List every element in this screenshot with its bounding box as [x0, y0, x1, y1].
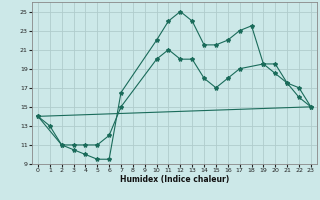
X-axis label: Humidex (Indice chaleur): Humidex (Indice chaleur) — [120, 175, 229, 184]
